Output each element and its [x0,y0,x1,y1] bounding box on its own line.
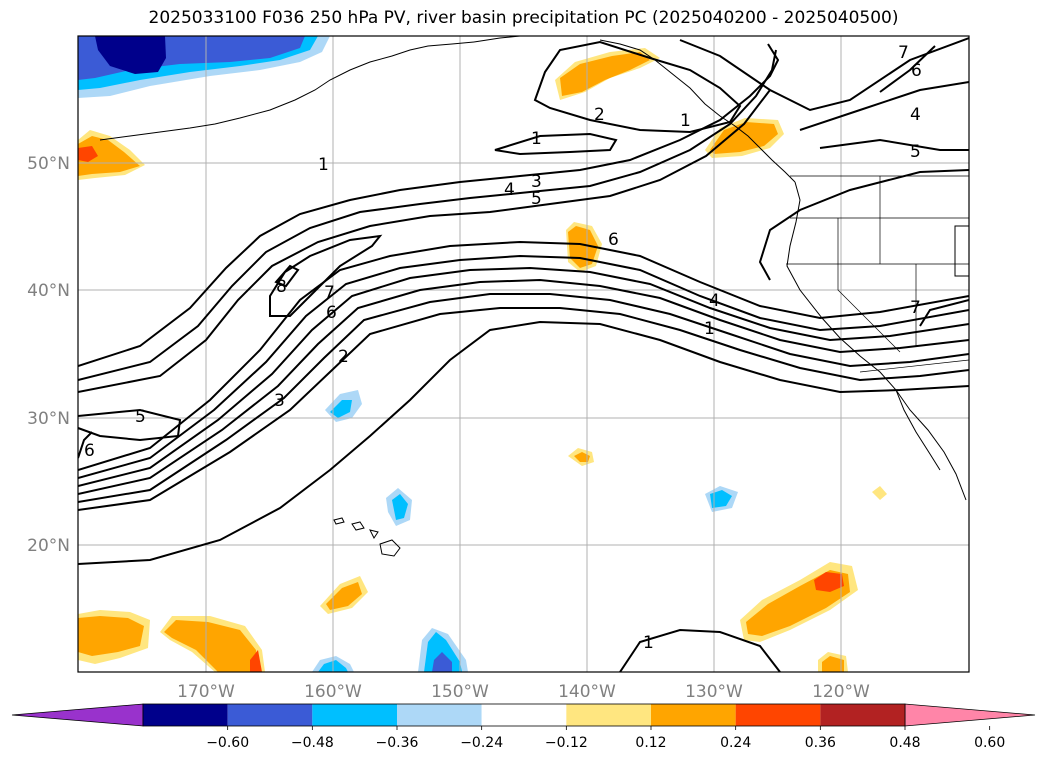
colorbar-tick-label: −0.48 [291,735,334,751]
colorbar-segment [735,704,821,726]
contour-label: 1 [318,155,329,175]
contour-label: 7 [898,43,909,63]
colorbar-segment [820,704,905,726]
map-title: 2025033100 F036 250 hPa PV, river basin … [148,8,899,28]
lon-label: 160°W [304,682,362,702]
latitude-labels: 50°N 40°N 30°N 20°N [27,154,70,556]
colorbar-tick-label: 0.24 [720,735,751,751]
contour-label: 6 [326,303,337,323]
contour-label: 1 [643,633,654,653]
colorbar-frame [142,703,906,727]
lon-label: 150°W [431,682,489,702]
colorbar-tick-label: −0.36 [376,735,419,751]
colorbar-tick-label: −0.24 [460,735,503,751]
colorbar-segment [481,704,567,726]
contour-labels: 1 2 1 1 4 3 5 7 6 4 5 8 7 6 2 3 6 4 1 7 … [84,43,922,653]
pv-contours [78,37,969,672]
contour-label: 2 [594,105,605,125]
contour-label: 1 [680,111,691,131]
longitude-labels: 170°W 160°W 150°W 140°W 130°W 120°W [177,682,870,702]
colorbar-tick-label: −0.60 [206,735,249,751]
contour-label: 7 [324,283,335,303]
lat-label: 20°N [27,536,70,556]
contour-label: 4 [709,291,720,311]
colorbar-segment [312,704,397,726]
lat-label: 40°N [27,281,70,301]
colorbar-tick-label: 0.60 [974,735,1005,751]
contour-label: 6 [84,441,95,461]
contour-label: 1 [704,319,715,339]
lon-label: 170°W [177,682,235,702]
lon-label: 130°W [685,682,743,702]
colorbar-tick-label: 0.36 [805,735,836,751]
coastlines [99,36,969,557]
colorbar-tick-label: 0.48 [889,735,920,751]
lat-label: 50°N [27,154,70,174]
lon-label: 120°W [812,682,870,702]
contour-label: 5 [135,407,146,427]
lat-label: 30°N [27,409,70,429]
contour-label: 4 [504,180,515,200]
graticule [78,36,969,672]
contour-label: 6 [911,61,922,81]
precip-shading [78,36,887,672]
colorbar-segment [227,704,313,726]
contour-label: 7 [910,298,921,318]
contour-label: 5 [910,142,921,162]
colorbar-extend-min [11,703,144,727]
contour-label: 3 [531,172,542,192]
contour-label: 6 [608,230,619,250]
contour-label: 3 [274,391,285,411]
colorbar-tick-label: 0.12 [635,735,666,751]
colorbar-tick-label: −0.12 [545,735,588,751]
colorbar-segment [566,704,651,726]
contour-label: 4 [910,105,921,125]
colorbar-segment [143,704,228,726]
colorbar-segment [397,704,482,726]
colorbar-extend-max [904,703,1036,727]
contour-label: 2 [338,347,349,367]
colorbar: −0.60 −0.48 −0.36 −0.24 −0.12 0.12 0.24 0.36 0.4… [11,703,1036,751]
contour-label: 8 [276,277,287,297]
colorbar-segment [651,704,736,726]
lon-label: 140°W [558,682,616,702]
map-frame [77,35,970,673]
contour-label: 5 [531,189,542,209]
contour-label: 1 [531,129,542,149]
